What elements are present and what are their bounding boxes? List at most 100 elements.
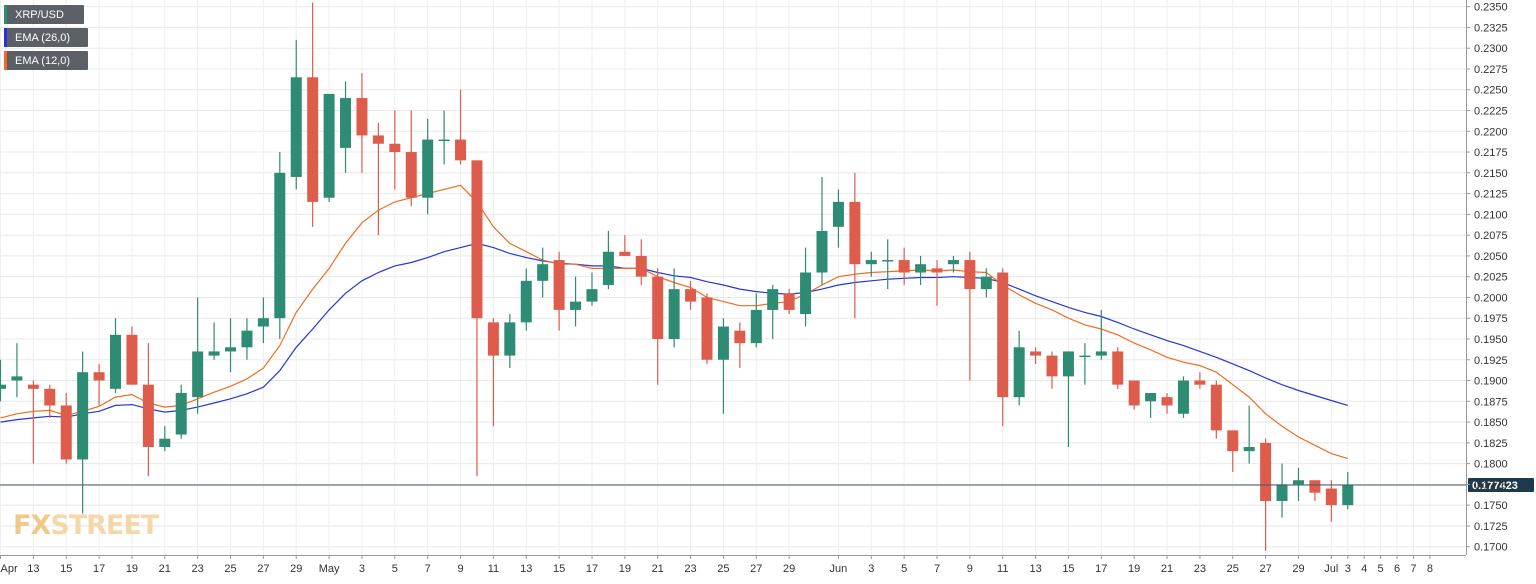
candle: [832, 189, 844, 248]
candle-body: [192, 351, 204, 398]
candle: [11, 343, 23, 398]
grid-lines: [0, 0, 1466, 555]
x-tick-label: 13: [520, 563, 532, 575]
x-tick-label: 19: [126, 563, 138, 575]
candle: [1325, 480, 1337, 522]
candle-body: [60, 405, 72, 460]
x-tick-label: 17: [93, 563, 105, 575]
y-tick-label: 0.2150: [1474, 168, 1508, 180]
candle: [1046, 351, 1058, 389]
candle: [1128, 380, 1140, 410]
candle: [1210, 380, 1222, 439]
candle: [767, 284, 779, 339]
legend-item-ema26[interactable]: EMA (26,0): [4, 28, 88, 47]
candle: [1013, 330, 1025, 406]
legend-item-ema12[interactable]: EMA (12,0): [4, 51, 88, 70]
y-tick-label: 0.1725: [1474, 521, 1508, 533]
candle-body: [257, 318, 269, 327]
candle-body: [931, 268, 943, 273]
candle: [1062, 351, 1074, 447]
y-tick-label: 0.2225: [1474, 106, 1508, 118]
candle-body: [1243, 446, 1255, 452]
candle: [783, 289, 795, 315]
x-tick-label: 23: [684, 563, 696, 575]
x-tick-label: 15: [1062, 563, 1074, 575]
x-tick-label: 5: [392, 563, 398, 575]
candle: [980, 268, 992, 298]
candle-body: [372, 135, 384, 144]
candle: [800, 247, 812, 327]
x-tick-label: 27: [750, 563, 762, 575]
candle-body: [175, 392, 187, 435]
candle-body: [1342, 485, 1354, 506]
candle-body: [1210, 384, 1222, 431]
candle-body: [537, 264, 549, 281]
candle: [192, 297, 204, 414]
candle: [274, 152, 286, 339]
x-tick-label: 11: [488, 563, 499, 575]
candle: [422, 118, 434, 215]
candle-body: [504, 322, 516, 356]
candle: [208, 322, 220, 360]
y-tick-label: 0.2025: [1474, 272, 1508, 284]
candle: [372, 122, 384, 236]
x-tick-label: 25: [717, 563, 729, 575]
x-tick-label: 8: [1427, 563, 1433, 575]
candle: [93, 363, 105, 406]
y-tick-label: 0.1850: [1474, 417, 1508, 429]
candle-body: [44, 388, 56, 406]
x-tick-label: 3: [1345, 563, 1351, 575]
candle: [652, 268, 664, 385]
candle: [602, 230, 614, 290]
x-tick-label: 17: [1095, 563, 1107, 575]
candle: [257, 297, 269, 344]
y-tick-label: 0.2250: [1474, 85, 1508, 97]
y-tick-label: 0.2275: [1474, 64, 1508, 76]
candle: [142, 343, 154, 477]
y-axis: 0.1700 0.1725 0.1750 0.1775 0.1800 0.1825 0.18…: [1466, 0, 1508, 555]
candle: [241, 318, 253, 360]
candle-body: [340, 98, 352, 148]
candle: [1342, 471, 1354, 510]
candle: [1030, 347, 1042, 364]
x-axis: Apr 13 15 17 19 21 23 25 27 29 May 3 5 7 9 11 13 15 17 19 21…: [0, 555, 1466, 575]
candle: [997, 268, 1009, 427]
candle: [1079, 343, 1091, 385]
legend-item-xrpusd[interactable]: XRP/USD: [4, 5, 84, 24]
candle: [1260, 438, 1272, 551]
candle: [455, 89, 467, 165]
x-tick-label: 19: [619, 563, 631, 575]
candle-body: [1161, 397, 1173, 406]
candle: [1243, 405, 1255, 464]
candle-body: [882, 260, 894, 262]
x-tick-label: May: [319, 563, 340, 575]
candle: [77, 351, 89, 514]
candle-body: [832, 201, 844, 227]
candle: [964, 251, 976, 381]
candle-body: [964, 260, 976, 290]
candle: [323, 93, 335, 202]
candle-body: [11, 376, 23, 381]
x-tick-label: 5: [1378, 563, 1384, 575]
legend-label-ema12: EMA (12,0): [15, 54, 71, 67]
candle-body: [323, 93, 335, 198]
candle: [1177, 376, 1189, 418]
candle-body: [142, 384, 154, 447]
y-tick-label: 0.1750: [1474, 500, 1508, 512]
candle-body: [274, 172, 286, 319]
candle-body: [734, 330, 746, 344]
candle-body: [783, 293, 795, 310]
candle: [931, 260, 943, 306]
candle-body: [110, 334, 122, 389]
candle: [175, 384, 187, 439]
candle: [1095, 309, 1107, 360]
candle: [159, 426, 171, 452]
candle-body: [553, 260, 565, 310]
candle: [1194, 372, 1206, 389]
candle-body: [77, 372, 89, 460]
y-tick-label: 0.1975: [1474, 313, 1508, 325]
candle: [816, 176, 828, 285]
x-tick-label: 9: [967, 563, 973, 575]
legend-label-ema26: EMA (26,0): [15, 31, 71, 44]
